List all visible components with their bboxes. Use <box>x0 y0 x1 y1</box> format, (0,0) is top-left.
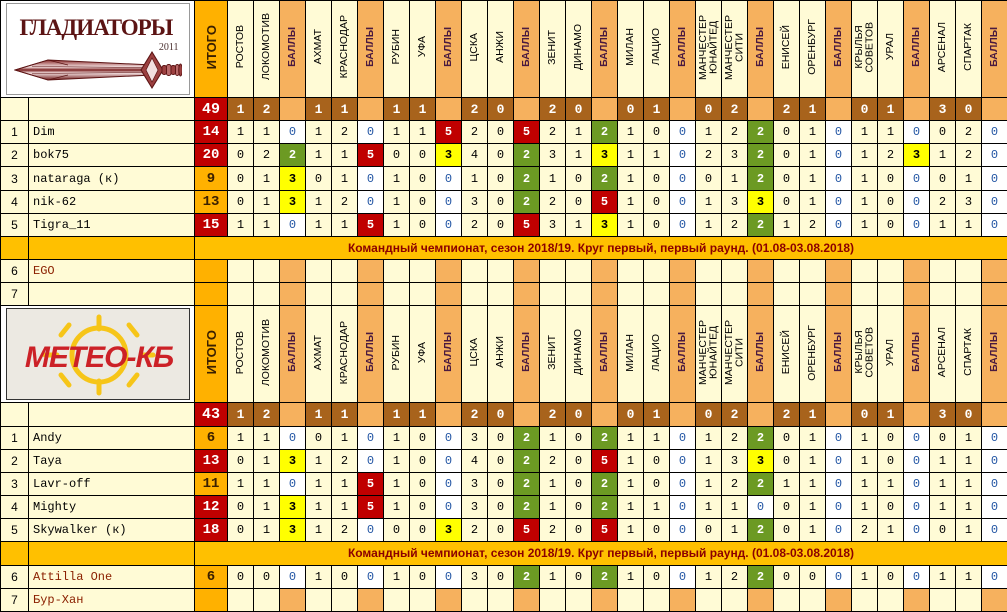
svg-text:МЕТЕО-КБ: МЕТЕО-КБ <box>24 341 173 374</box>
